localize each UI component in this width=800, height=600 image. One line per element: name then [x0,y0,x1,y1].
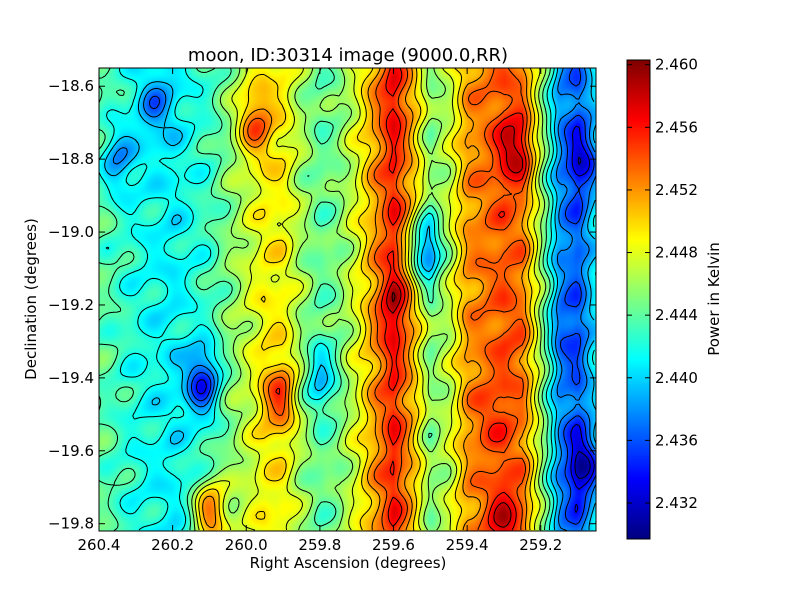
x-tick-label: 259.2 [519,536,562,554]
contour-level-3 [112,67,597,532]
colorbar-tick-label: 2.456 [655,118,698,136]
x-tick-label: 260.2 [151,536,194,554]
colorbar-tick-label: 2.436 [655,431,698,449]
contour-level-14 [391,291,396,303]
y-axis: −18.6 −18.8 −19.0 −19.2 −19.4 −19.6 −19.8 [48,77,596,533]
contour-lines [98,67,597,532]
colorbar-label: Power in Kelvin [705,242,723,356]
y-tick-label: −19.2 [48,296,94,314]
y-tick-label: −19.6 [48,442,94,460]
contour-level-0 [574,156,591,479]
x-tick-label: 259.6 [372,536,415,554]
colorbar-frame [626,59,651,540]
contour-level-4 [104,67,597,531]
contour-level-8 [194,67,541,531]
contour-level-12 [275,67,527,532]
contour-level-11 [247,67,530,531]
colorbar-axis: 2.432 2.436 2.440 2.444 2.448 2.452 2.456 2.460 [627,56,698,512]
contour-level-13 [386,125,524,528]
x-tick-label: 260.0 [225,536,268,554]
colorbar-tick-label: 2.440 [655,369,698,387]
colorbar-tick-label: 2.432 [655,494,698,512]
contour-level-7 [191,67,547,532]
y-tick-label: −19.4 [48,369,94,387]
y-tick-label: −18.8 [48,150,94,168]
y-tick-label: −19.8 [48,515,94,533]
plot-frame [98,67,597,532]
chart-title: moon, ID:30314 image (9000.0,RR) [188,45,508,66]
colorbar [627,60,650,539]
colorbar-tick-label: 2.444 [655,306,698,324]
heatmap-area [99,68,596,531]
colorbar-canvas [627,60,650,539]
contour-level-10 [202,67,533,531]
contour-level-1 [196,125,595,513]
x-axis-label: Right Ascension (degrees) [250,554,447,572]
y-tick-label: −19.0 [48,223,94,241]
colorbar-tick-label: 2.448 [655,244,698,262]
y-tick-label: −18.6 [48,77,94,95]
colorbar-tick-label: 2.452 [655,181,698,199]
x-tick-label: 259.4 [446,536,489,554]
heatmap-canvas [99,68,596,531]
x-tick-label: 259.8 [298,536,341,554]
contour-level-9 [198,67,537,531]
y-axis-label: Declination (degrees) [22,218,40,380]
contour-level-6 [98,67,551,531]
contour-level-5 [98,67,597,531]
x-axis: 260.4 260.2 260.0 259.8 259.6 259.4 259.2 [78,68,562,554]
colorbar-tick-label: 2.460 [655,56,698,74]
x-tick-label: 260.4 [78,536,121,554]
